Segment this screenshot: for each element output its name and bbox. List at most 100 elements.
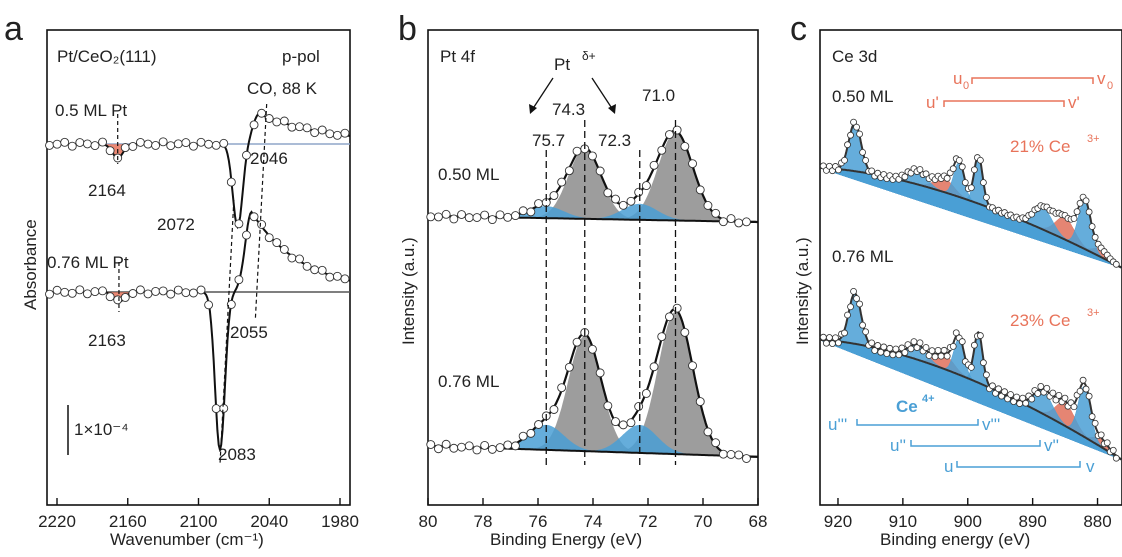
- panel-a-tick-label: 2040: [250, 512, 288, 531]
- panel-c-data-point: [835, 339, 842, 347]
- panel-c-data-point: [922, 170, 930, 178]
- panel-b-pt0-component: [428, 336, 758, 457]
- panel-b: Pt 4f Pt δ+ 75.7 74.3 72.3 71.0 0.50 ML …: [399, 29, 767, 549]
- panel-b-data-point: [680, 141, 690, 151]
- panel-b-data-point: [588, 344, 597, 354]
- panel-a-dip-marker: [219, 199, 235, 466]
- panel-a-data-point: [264, 114, 274, 123]
- panel-a-tick-label: 1980: [321, 512, 359, 531]
- panel-b-data-point: [641, 389, 651, 398]
- panel-b-arrow-left: [531, 77, 554, 111]
- panel-a-data-point: [188, 141, 198, 151]
- panel-c-data-point: [1019, 394, 1027, 402]
- panel-b-peak-74-3: 74.3: [552, 100, 585, 119]
- panel-c-tick-label: 910: [889, 512, 917, 531]
- panel-a-scale-bar-label: 1×10⁻⁴: [74, 420, 129, 439]
- panel-b-data-point: [457, 210, 466, 219]
- panel-c-data-point: [874, 342, 882, 349]
- panel-a-data-point: [310, 265, 320, 275]
- panel-b-tick-label: 76: [529, 512, 548, 531]
- panel-c-data-point: [856, 130, 863, 138]
- panel-c-ce4-label: Ce: [896, 397, 918, 416]
- panel-c-data-point: [1085, 392, 1093, 400]
- panel-a-data-point: [272, 117, 282, 127]
- panel-a-data-point: [105, 292, 115, 302]
- panel-b-ylabel: Intensity (a.u.): [399, 237, 418, 345]
- panel-c-data-point: [910, 338, 918, 346]
- panel-c-data-point: [989, 382, 996, 390]
- panel-c-data-point: [1022, 399, 1030, 407]
- panel-a-data-point: [98, 137, 108, 147]
- panel-c-data-point: [1049, 389, 1057, 397]
- panel-b-series-1-label: 0.50 ML: [438, 165, 499, 184]
- panel-a-data-point: [340, 274, 350, 284]
- panel-b-data-point: [518, 206, 528, 216]
- panel-b-data-point: [680, 327, 690, 337]
- panel-a-data-point: [295, 122, 304, 132]
- panel-c-data-point: [916, 166, 924, 173]
- panel-c-data-point: [976, 332, 984, 339]
- panel-b-data-point: [734, 450, 744, 460]
- panel-a-data-point: [340, 128, 350, 138]
- panel-b-data-point: [457, 442, 466, 452]
- panel-c-data-point: [871, 347, 879, 354]
- panel-c-data-point: [943, 174, 951, 182]
- panel-a-data-point: [158, 286, 168, 296]
- panel-c-data-point: [847, 131, 854, 139]
- panel-c-uprime: u': [926, 93, 939, 112]
- panel-b-data-point: [672, 125, 682, 135]
- panel-c-data-point: [967, 364, 975, 371]
- panel-a-data-point: [325, 272, 335, 282]
- panel-c-ce3-frac-1: 21% Ce: [1010, 137, 1070, 156]
- panel-c-data-point: [1076, 199, 1084, 207]
- panel-a-data-point: [90, 287, 100, 297]
- panel-a-data-point: [143, 289, 153, 299]
- panel-c-data-point: [961, 179, 969, 186]
- panel-c-data-point: [949, 165, 957, 173]
- panel-b-data-point: [626, 196, 636, 206]
- panel-a-peak-2163: 2163: [88, 331, 126, 350]
- panel-a-data-point: [249, 120, 259, 130]
- panel-a-data-point: [234, 275, 244, 285]
- panel-c-data-point: [1043, 384, 1051, 392]
- panel-c-data-point: [922, 344, 930, 351]
- panel-c-u0-sub: 0: [963, 80, 969, 92]
- panel-c-data-point: [1073, 208, 1081, 216]
- panel-a-data-point: [272, 238, 282, 248]
- panel-b-data-point: [441, 439, 451, 449]
- panel-c-ce3-sup-1: 3+: [1087, 133, 1100, 145]
- panel-a-tick-label: 2100: [180, 512, 218, 531]
- panel-c-data-point: [847, 303, 854, 311]
- panel-b-arrowhead-right: [608, 104, 616, 114]
- panel-a-data-point: [226, 300, 236, 309]
- panel-b-tick-label: 70: [694, 512, 713, 531]
- panel-c-ce4-sup: 4+: [922, 393, 935, 405]
- panel-c-xlabel: Binding energy (eV): [880, 530, 1030, 549]
- panel-b-data-point: [742, 454, 751, 463]
- panel-b-data-point: [626, 418, 636, 428]
- panel-a-data-point: [135, 137, 145, 147]
- panel-b-data-point: [487, 444, 497, 454]
- panel-c-data-point: [943, 352, 951, 360]
- panel-c-ce4-ties: [856, 419, 1081, 468]
- panel-b-annotation: Pt: [554, 55, 570, 74]
- panel-a-series-2-label: 0.76 ML Pt: [47, 253, 129, 272]
- panel-b-data-point: [572, 337, 582, 347]
- panel-a-peak-2083: 2083: [218, 445, 256, 464]
- panel-c-data-point: [1091, 233, 1099, 241]
- panel-a-data-point: [60, 137, 70, 147]
- panel-c-data-point: [1010, 398, 1018, 405]
- panel-c-data-point: [1097, 431, 1105, 439]
- panel-c-data-point: [859, 321, 867, 329]
- panel-c-data-point: [844, 141, 851, 149]
- panel-a-data-point: [211, 404, 221, 414]
- panel-b-data-point: [649, 362, 659, 372]
- panel-a-data-point: [90, 141, 100, 151]
- panel-c-data-point: [853, 295, 860, 302]
- panel-c-data-point: [1034, 390, 1042, 397]
- panel-c-data-point: [937, 352, 945, 360]
- panel-a-data-point: [234, 219, 244, 229]
- panel-c-data-point: [1112, 260, 1120, 268]
- panel-b-data-point: [464, 213, 474, 223]
